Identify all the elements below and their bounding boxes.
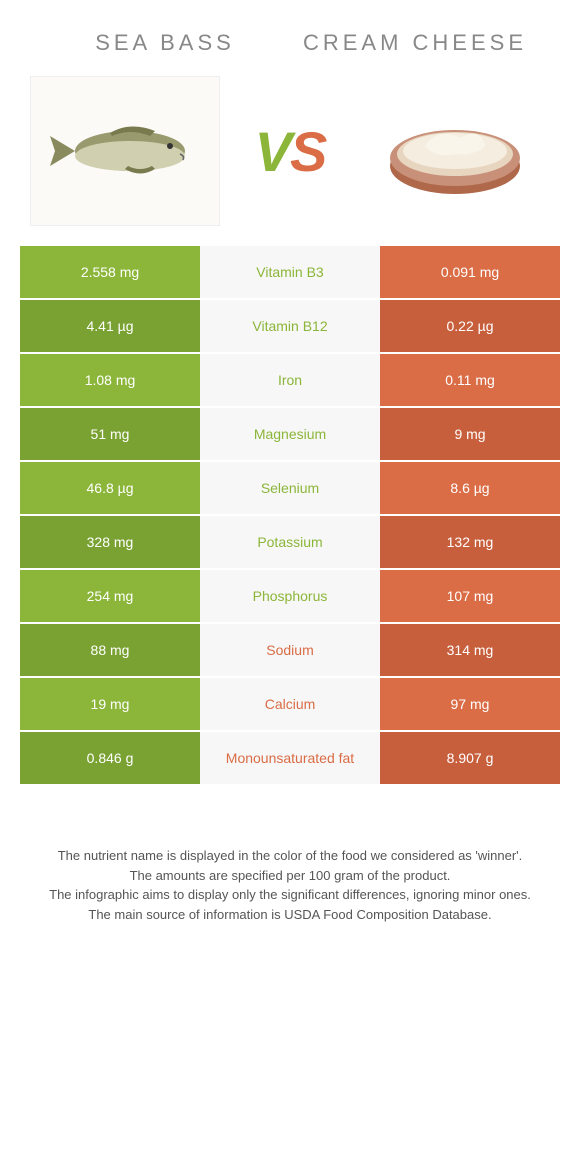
- titles-row: SEA BASS CREAM CHEESE: [0, 0, 580, 66]
- nutrient-name: Sodium: [200, 624, 380, 678]
- fish-icon: [40, 116, 210, 186]
- table-row: 4.41 µgVitamin B120.22 µg: [20, 300, 560, 354]
- left-value: 0.846 g: [20, 732, 200, 786]
- footer-line: The infographic aims to display only the…: [30, 885, 550, 905]
- nutrient-name: Monounsaturated fat: [200, 732, 380, 786]
- nutrient-name: Selenium: [200, 462, 380, 516]
- table-row: 46.8 µgSelenium8.6 µg: [20, 462, 560, 516]
- table-row: 328 mgPotassium132 mg: [20, 516, 560, 570]
- left-value: 88 mg: [20, 624, 200, 678]
- left-value: 19 mg: [20, 678, 200, 732]
- right-value: 132 mg: [380, 516, 560, 570]
- nutrient-name: Vitamin B12: [200, 300, 380, 354]
- right-value: 8.907 g: [380, 732, 560, 786]
- left-value: 51 mg: [20, 408, 200, 462]
- vs-s: S: [290, 120, 325, 183]
- nutrient-name: Magnesium: [200, 408, 380, 462]
- footer-notes: The nutrient name is displayed in the co…: [0, 786, 580, 944]
- left-value: 4.41 µg: [20, 300, 200, 354]
- footer-line: The amounts are specified per 100 gram o…: [30, 866, 550, 886]
- footer-line: The main source of information is USDA F…: [30, 905, 550, 925]
- left-value: 46.8 µg: [20, 462, 200, 516]
- footer-line: The nutrient name is displayed in the co…: [30, 846, 550, 866]
- right-food-image: [360, 76, 550, 226]
- vs-label: VS: [255, 119, 326, 184]
- table-row: 1.08 mgIron0.11 mg: [20, 354, 560, 408]
- table-row: 0.846 gMonounsaturated fat8.907 g: [20, 732, 560, 786]
- left-value: 2.558 mg: [20, 246, 200, 300]
- left-value: 328 mg: [20, 516, 200, 570]
- comparison-table: 2.558 mgVitamin B30.091 mg4.41 µgVitamin…: [20, 246, 560, 786]
- right-value: 0.22 µg: [380, 300, 560, 354]
- right-value: 314 mg: [380, 624, 560, 678]
- table-row: 254 mgPhosphorus107 mg: [20, 570, 560, 624]
- left-value: 1.08 mg: [20, 354, 200, 408]
- table-row: 88 mgSodium314 mg: [20, 624, 560, 678]
- table-row: 51 mgMagnesium9 mg: [20, 408, 560, 462]
- nutrient-name: Phosphorus: [200, 570, 380, 624]
- table-row: 19 mgCalcium97 mg: [20, 678, 560, 732]
- right-value: 97 mg: [380, 678, 560, 732]
- nutrient-name: Vitamin B3: [200, 246, 380, 300]
- nutrient-name: Calcium: [200, 678, 380, 732]
- right-value: 107 mg: [380, 570, 560, 624]
- table-row: 2.558 mgVitamin B30.091 mg: [20, 246, 560, 300]
- right-value: 9 mg: [380, 408, 560, 462]
- bowl-icon: [380, 96, 530, 206]
- vs-v: V: [255, 120, 290, 183]
- images-row: VS: [0, 66, 580, 246]
- nutrient-name: Iron: [200, 354, 380, 408]
- right-value: 8.6 µg: [380, 462, 560, 516]
- left-value: 254 mg: [20, 570, 200, 624]
- nutrient-name: Potassium: [200, 516, 380, 570]
- left-food-image: [30, 76, 220, 226]
- right-value: 0.091 mg: [380, 246, 560, 300]
- right-value: 0.11 mg: [380, 354, 560, 408]
- right-food-title: CREAM CHEESE: [290, 30, 540, 56]
- left-food-title: SEA BASS: [40, 30, 290, 56]
